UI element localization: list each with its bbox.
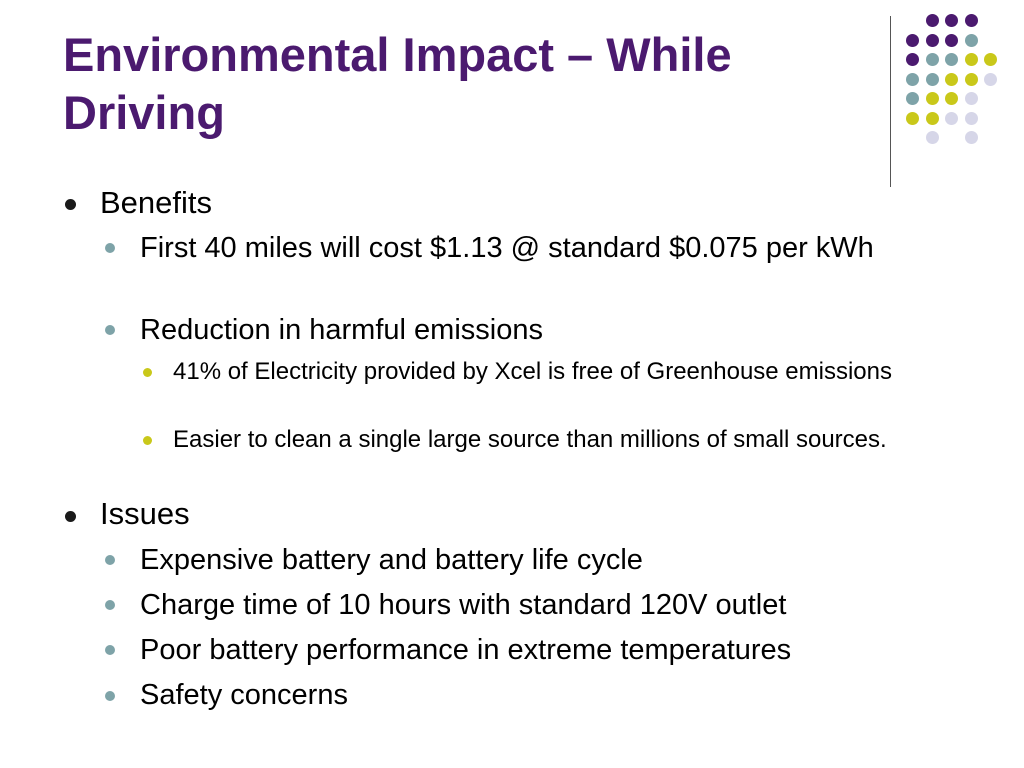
bullet-single-source: Easier to clean a single large source th… xyxy=(173,426,887,453)
bullet-safety: Safety concerns xyxy=(140,679,348,711)
bullet-battery: Expensive battery and battery life cycle xyxy=(140,544,643,576)
decor-dot-icon xyxy=(925,33,939,47)
bullet-emissions: Reduction in harmful emissions xyxy=(140,314,543,346)
decor-dot-icon xyxy=(945,111,958,125)
decor-dot-icon xyxy=(925,131,939,144)
bullet-dot-icon xyxy=(105,645,115,655)
bullet-dot-icon xyxy=(65,199,76,210)
bullet-xcel: 41% of Electricity provided by Xcel is f… xyxy=(173,358,893,385)
decor-dot-icon xyxy=(964,14,978,27)
bullet-dot-icon xyxy=(105,555,115,565)
bullet-dot-icon xyxy=(65,511,76,522)
bullet-charge-time: Charge time of 10 hours with standard 12… xyxy=(140,589,787,621)
bullet-dot-icon xyxy=(105,243,115,253)
decor-dot-icon xyxy=(964,53,978,66)
decor-dot-icon xyxy=(906,33,919,47)
decor-dot-icon xyxy=(925,72,939,86)
bullet-cost: First 40 miles will cost $1.13 @ standar… xyxy=(140,232,874,264)
decor-dot-icon xyxy=(984,53,997,66)
decor-dot-icon xyxy=(906,92,919,105)
bullet-dot-icon xyxy=(105,600,115,610)
bullet-dot-icon xyxy=(143,368,152,377)
decor-dot-icon xyxy=(964,33,978,47)
decor-dot-icon xyxy=(964,131,978,144)
title-divider xyxy=(890,16,891,187)
bullet-dot-icon xyxy=(105,691,115,701)
bullet-benefits: Benefits xyxy=(100,185,213,220)
slide-title: Environmental Impact – While Driving xyxy=(63,26,883,142)
bullet-dot-icon xyxy=(143,436,152,445)
decor-dot-icon xyxy=(925,111,939,125)
decor-dot-icon xyxy=(984,72,997,86)
bullet-issues: Issues xyxy=(100,496,190,531)
title-line-2: Driving xyxy=(63,86,225,139)
decor-dot-icon xyxy=(964,72,978,86)
decor-dot-icon xyxy=(925,92,939,105)
decor-dot-icon xyxy=(964,92,978,105)
decor-dot-icon xyxy=(906,72,919,86)
decor-dot-icon xyxy=(945,92,958,105)
decor-dot-icon xyxy=(925,53,939,66)
decor-dot-icon xyxy=(945,72,958,86)
dot-grid-decoration-icon xyxy=(906,14,1006,174)
decor-dot-icon xyxy=(906,53,919,66)
bullet-dot-icon xyxy=(105,325,115,335)
decor-dot-icon xyxy=(964,111,978,125)
decor-dot-icon xyxy=(945,33,958,47)
decor-dot-icon xyxy=(945,14,958,27)
title-line-1: Environmental Impact – While xyxy=(63,28,732,81)
decor-dot-icon xyxy=(945,53,958,66)
decor-dot-icon xyxy=(925,14,939,27)
bullet-temperatures: Poor battery performance in extreme temp… xyxy=(140,634,792,666)
decor-dot-icon xyxy=(906,111,919,125)
